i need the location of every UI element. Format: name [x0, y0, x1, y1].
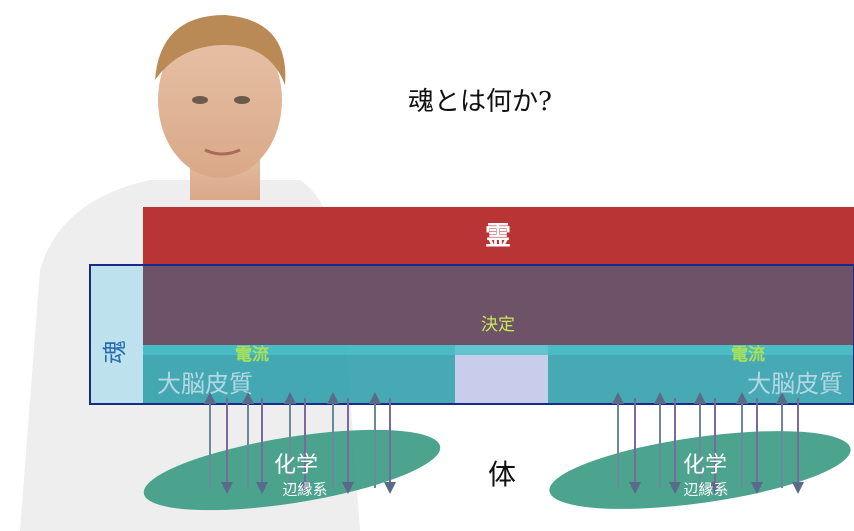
spirit-label: 霊 — [485, 222, 511, 252]
current-label: 電流 — [235, 344, 269, 365]
cortex-label: 大脳皮質 — [157, 370, 253, 398]
soul-label: 魂 — [101, 340, 129, 364]
cortex-label: 大脳皮質 — [747, 370, 843, 398]
limbic-label: 辺縁系 — [683, 481, 728, 499]
page: {"title": "魂とは何か?", "spirit": "霊", "soul… — [0, 0, 854, 531]
current-label: 電流 — [731, 344, 765, 365]
body-label: 体 — [488, 458, 516, 491]
chemistry-label: 化学 — [683, 453, 727, 478]
title: 魂とは何か? — [408, 87, 552, 117]
diagram: 魂とは何か? 霊 決定 魂 電流 大脳皮質 電流 大脳皮質 化学 辺縁系 化学 … — [0, 0, 854, 531]
chemistry-label: 化学 — [274, 453, 318, 478]
limbic-label: 辺縁系 — [282, 481, 327, 499]
decision-label: 決定 — [481, 315, 515, 335]
